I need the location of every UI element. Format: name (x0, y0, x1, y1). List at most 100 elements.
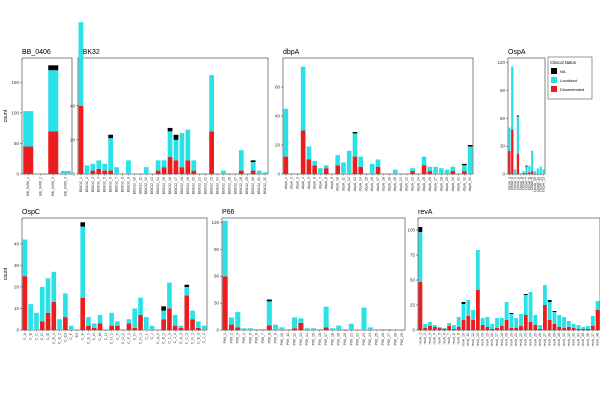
bar-segment (392, 169, 398, 174)
bar-segment (266, 301, 272, 326)
x-tick-label: P66_2 (229, 333, 233, 343)
x-tick-label: BBK32_1 (79, 177, 83, 192)
bar-segment (102, 163, 108, 171)
bar-segment (115, 325, 120, 330)
bar-segment (525, 166, 528, 174)
x-tick-label: C_L_1 (167, 333, 171, 344)
x-tick-label: dbpA_10 (336, 177, 340, 191)
bar-segment (323, 327, 329, 330)
bar-segment (191, 170, 197, 174)
x-tick-label: C_F_1 (127, 333, 131, 344)
x-tick-label: revA_23 (524, 333, 528, 346)
x-tick-label: P66_22 (356, 333, 360, 345)
bar-segment (513, 169, 517, 174)
bar-segment (172, 325, 178, 330)
bar-segment (108, 138, 114, 171)
bar-segment (90, 163, 96, 171)
bar-segment (108, 170, 114, 174)
bar-segment (298, 318, 304, 323)
bar-segment (172, 314, 178, 326)
bar-segment (595, 301, 600, 310)
bar-segment (250, 170, 256, 174)
bar-segment (504, 302, 509, 320)
bar-segment (581, 329, 586, 330)
bar-segment (310, 328, 317, 330)
bar-segment (34, 312, 39, 330)
x-tick-label: BBK32_6 (109, 177, 113, 192)
y-tick-label: 0 (277, 172, 280, 177)
bar-segment (421, 156, 427, 166)
x-tick-label: BBK32_10 (132, 177, 136, 194)
x-tick-label: C_F (69, 332, 73, 340)
x-tick-label: C_U_1 (110, 333, 114, 344)
bar-segment (114, 167, 119, 174)
x-tick-label: P66_11 (286, 333, 290, 345)
x-tick-label: revA_29 (552, 333, 556, 346)
x-tick-label: revA_22 (519, 333, 523, 346)
bar-segment (516, 115, 520, 117)
bar-segment (462, 171, 467, 174)
x-tick-label: BBK32_15 (162, 177, 166, 194)
bar-segment (167, 282, 172, 309)
x-tick-label: OspA_1 (507, 177, 511, 190)
bar-segment (22, 239, 28, 277)
x-tick-label: revA_1 (418, 333, 422, 344)
x-tick-label: BBK32_31 (257, 177, 261, 194)
bar-segment (149, 325, 155, 330)
x-tick-label: OspA_7 (524, 177, 528, 190)
bar-segment (138, 314, 143, 330)
bar-segment (380, 329, 386, 330)
bar-segment (528, 165, 531, 173)
y-axis-label: count (3, 267, 9, 280)
bar-segment (254, 329, 260, 330)
y-tick-label: 100 (11, 110, 19, 115)
bar-segment (571, 328, 576, 330)
bar-segment (375, 166, 381, 174)
bar-segment (304, 328, 310, 330)
x-tick-label: revA_31 (562, 333, 566, 346)
bar-segment (547, 300, 552, 302)
y-tick-label: 120 (497, 60, 505, 65)
panel-title: P66 (222, 209, 235, 216)
x-tick-label: C_D (40, 333, 44, 341)
bar-segment (247, 328, 253, 330)
bar-segment (84, 165, 90, 174)
x-tick-label: C_K (81, 332, 85, 340)
bar-segment (39, 286, 45, 322)
bar-segment (184, 284, 190, 287)
x-tick-label: C_N (92, 333, 96, 341)
bar-segment (167, 131, 173, 157)
x-tick-label: P66_24 (368, 333, 372, 345)
bar-segment (590, 326, 595, 330)
bar-segment (262, 172, 268, 174)
bar-segment (543, 285, 547, 305)
bar-segment (523, 315, 528, 330)
bar-segment (78, 105, 84, 174)
bar-segment (68, 325, 74, 330)
bar-segment (509, 314, 514, 328)
panel-title: BBK32 (78, 49, 100, 56)
x-tick-label: dbpA_20 (393, 177, 397, 191)
y-tick-label: 30 (500, 144, 506, 149)
x-tick-label: BBK32_9 (126, 177, 130, 192)
bar-segment (292, 328, 298, 330)
x-tick-label: revA_32 (567, 333, 571, 346)
bar-segment (466, 300, 471, 316)
bar-segment (352, 133, 358, 157)
y-tick-label: 40 (14, 241, 20, 246)
bar-segment (335, 165, 340, 174)
bar-segment (222, 276, 228, 330)
x-tick-label: dbpA_15 (364, 177, 368, 191)
x-tick-label: C_J (150, 333, 154, 340)
x-tick-label: P66_3 (236, 333, 240, 343)
x-tick-label: dbpA_31 (457, 177, 461, 191)
bar-segment (490, 324, 495, 329)
x-tick-label: P66_1 (223, 333, 227, 343)
bar-segment (266, 299, 272, 302)
bar-segment (480, 318, 485, 325)
bar-segment (369, 163, 375, 174)
panel-title: dbpA (283, 49, 300, 56)
bar-segment (221, 170, 226, 174)
